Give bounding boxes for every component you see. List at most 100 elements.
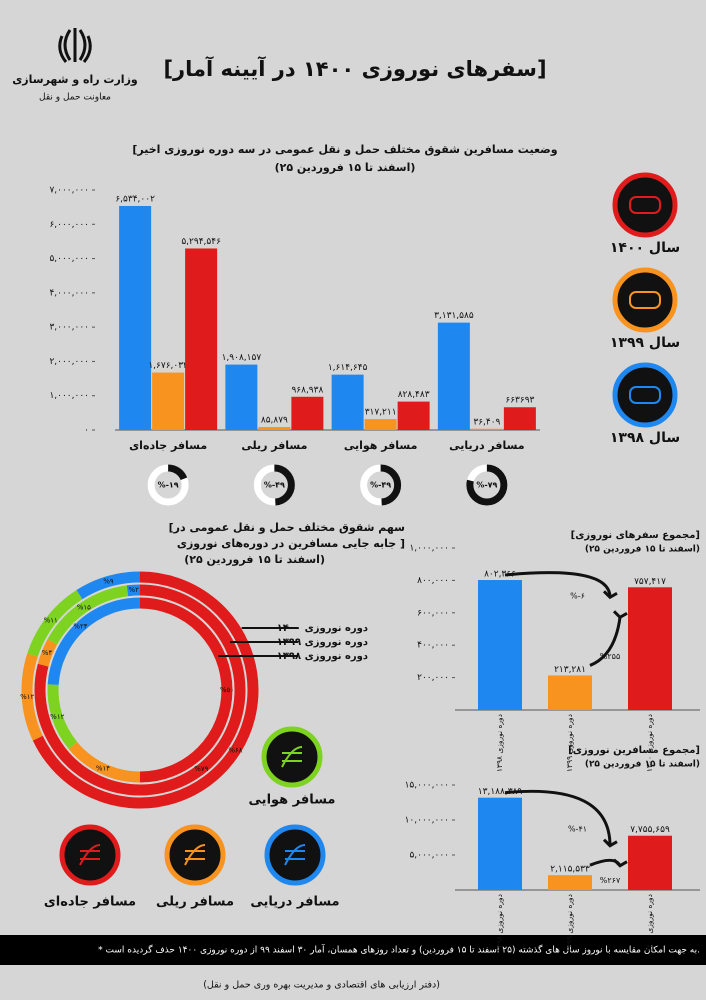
bar — [331, 374, 364, 430]
bar — [628, 587, 672, 710]
gauge-label: %-۱۹ — [158, 481, 179, 490]
chart-subtitle: (۲۵ اسفند تا ۱۵ فروردین) — [585, 760, 700, 770]
legend-label: دوره نوروزی ۱۳۹۹ — [277, 637, 368, 648]
footer-band — [0, 935, 706, 965]
category-icon — [261, 726, 323, 788]
bar — [503, 407, 536, 430]
legend-label: سال ۱۳۹۹ — [610, 335, 680, 351]
x-tick-label: دوره نوروزی ۱۳۹۹ — [565, 714, 574, 772]
y-tick-label: ۱۰,۰۰۰,۰۰۰ — [405, 816, 449, 826]
segment-label: %۲۴ — [73, 623, 87, 631]
value-label: ۳۱۷,۲۱۱ — [365, 408, 397, 418]
segment-label: %۵۰ — [220, 686, 234, 694]
chart-title: [سهم شقوق مختلف حمل و نقل عمومی در — [169, 521, 405, 534]
ring-segment — [21, 653, 43, 741]
ring-segment — [37, 639, 58, 667]
segment-label: %۶۸ — [228, 747, 242, 755]
footer-note: * به جهت امکان مقایسه با نوروز سال های گ… — [98, 944, 700, 956]
legend-swatch — [612, 362, 678, 428]
x-tick-label: دوره نوروزی ۱۳۹۸ — [495, 894, 504, 952]
bar — [291, 396, 324, 430]
arrow-head — [602, 590, 618, 600]
category-icon — [164, 824, 226, 886]
chart-title: [مجموع سفرهای نوروزی] — [571, 530, 700, 541]
org-name: وزارت راه و شهرسازی — [12, 73, 138, 86]
bar — [478, 580, 522, 710]
ring-segment — [27, 589, 83, 657]
bar — [364, 419, 397, 430]
legend-icon — [629, 291, 661, 309]
ring-segment — [68, 741, 141, 783]
y-tick-label: ۳,۰۰۰,۰۰۰ — [49, 323, 89, 333]
legend-label: سال ۱۳۹۸ — [610, 430, 680, 446]
ring-segment — [126, 584, 141, 597]
bar — [628, 835, 672, 890]
y-tick-label: ۲,۰۰۰,۰۰۰ — [49, 357, 89, 367]
bar — [185, 248, 218, 430]
category-label: مسافر ریلی — [156, 895, 234, 910]
y-tick-label: ۷,۰۰۰,۰۰۰ — [49, 186, 89, 196]
segment-label: %۹ — [103, 577, 114, 585]
legend-icon — [629, 196, 661, 214]
gauge-label: %-۷۹ — [476, 481, 497, 490]
x-tick-label: مسافر ریلی — [241, 439, 307, 452]
legend-label: سال ۱۴۰۰ — [610, 240, 680, 256]
change-label: %-۴۱ — [568, 825, 587, 834]
arrow-head — [612, 610, 628, 620]
arrow-head — [602, 838, 618, 848]
segment-label: %۲ — [129, 586, 140, 594]
category-label: مسافر جاده‌ای — [44, 895, 136, 910]
ring-segment — [34, 584, 246, 796]
segment-label: %۱۱ — [44, 617, 58, 625]
value-label: ۳۶,۴۰۹ — [473, 417, 500, 427]
bar — [478, 797, 522, 890]
change-arrow — [504, 571, 612, 598]
value-label: ۱۳,۱۸۸,۳۸۹ — [478, 787, 523, 797]
y-tick-label: ۸۰۰,۰۰۰ — [417, 576, 449, 586]
category-icon — [59, 824, 121, 886]
x-tick-label: مسافر هوایی — [344, 439, 418, 452]
legend-swatch — [612, 172, 678, 238]
x-tick-label: دوره نوروزی ۱۴۰۰ — [645, 714, 654, 772]
chart-title: [مجموع مسافرین نوروزی] — [568, 745, 700, 756]
logo — [58, 28, 92, 63]
bar — [258, 427, 291, 430]
value-label: ۲,۱۱۵,۵۳۳ — [550, 865, 590, 875]
gauge-label: %-۴۹ — [264, 481, 285, 490]
change-label: %-۶ — [570, 592, 585, 601]
dept-name: معاونت حمل و نقل — [39, 93, 111, 103]
segment-label: %۱۲ — [50, 713, 64, 721]
segment-label: %۱۴ — [96, 765, 110, 773]
y-tick-label: ۴۰۰,۰۰۰ — [417, 641, 449, 651]
bar — [548, 875, 592, 890]
y-tick-label: ۱,۰۰۰,۰۰۰ — [49, 391, 89, 401]
y-tick-label: ۵,۰۰۰,۰۰۰ — [409, 851, 449, 861]
category-icon — [264, 824, 326, 886]
value-label: ۶۶۳۶۹۳ — [505, 396, 534, 406]
arrow-head — [612, 858, 628, 868]
segment-label: %۷۹ — [194, 765, 208, 773]
page-title: [سفرهای نوروزی ۱۴۰۰ در آیینه آمار] — [163, 56, 546, 81]
value-label: ۵,۲۹۴,۵۴۶ — [181, 237, 221, 247]
legend-icon — [629, 386, 661, 404]
y-tick-label: ۶,۰۰۰,۰۰۰ — [49, 220, 89, 230]
y-tick-label: ۰ — [84, 426, 89, 436]
ring-segment — [47, 597, 141, 685]
change-label: %۲۵۵ — [600, 652, 621, 661]
ring-segment — [139, 597, 233, 783]
value-label: ۹۶۸,۹۳۸ — [291, 385, 323, 395]
bar — [470, 428, 503, 430]
gauge-arc — [360, 464, 402, 506]
bar — [437, 322, 470, 430]
category-glyph — [284, 844, 306, 866]
category-glyph — [281, 746, 303, 768]
chart-subtitle: (۲۵ اسفند تا ۱۵ فروردین) — [585, 545, 700, 555]
legend-label: دوره نوروزی ۱۴۰۰ — [277, 623, 368, 634]
chart-subtitle: (۲۵ اسفند تا ۱۵ فروردین) — [275, 161, 416, 174]
value-label: ۷,۷۵۵,۶۵۹ — [630, 825, 670, 835]
value-label: ۱,۹۰۸,۱۵۷ — [222, 353, 262, 363]
bar — [397, 401, 430, 430]
y-tick-label: ۲۰۰,۰۰۰ — [417, 673, 449, 683]
segment-label: %۴ — [42, 649, 53, 657]
